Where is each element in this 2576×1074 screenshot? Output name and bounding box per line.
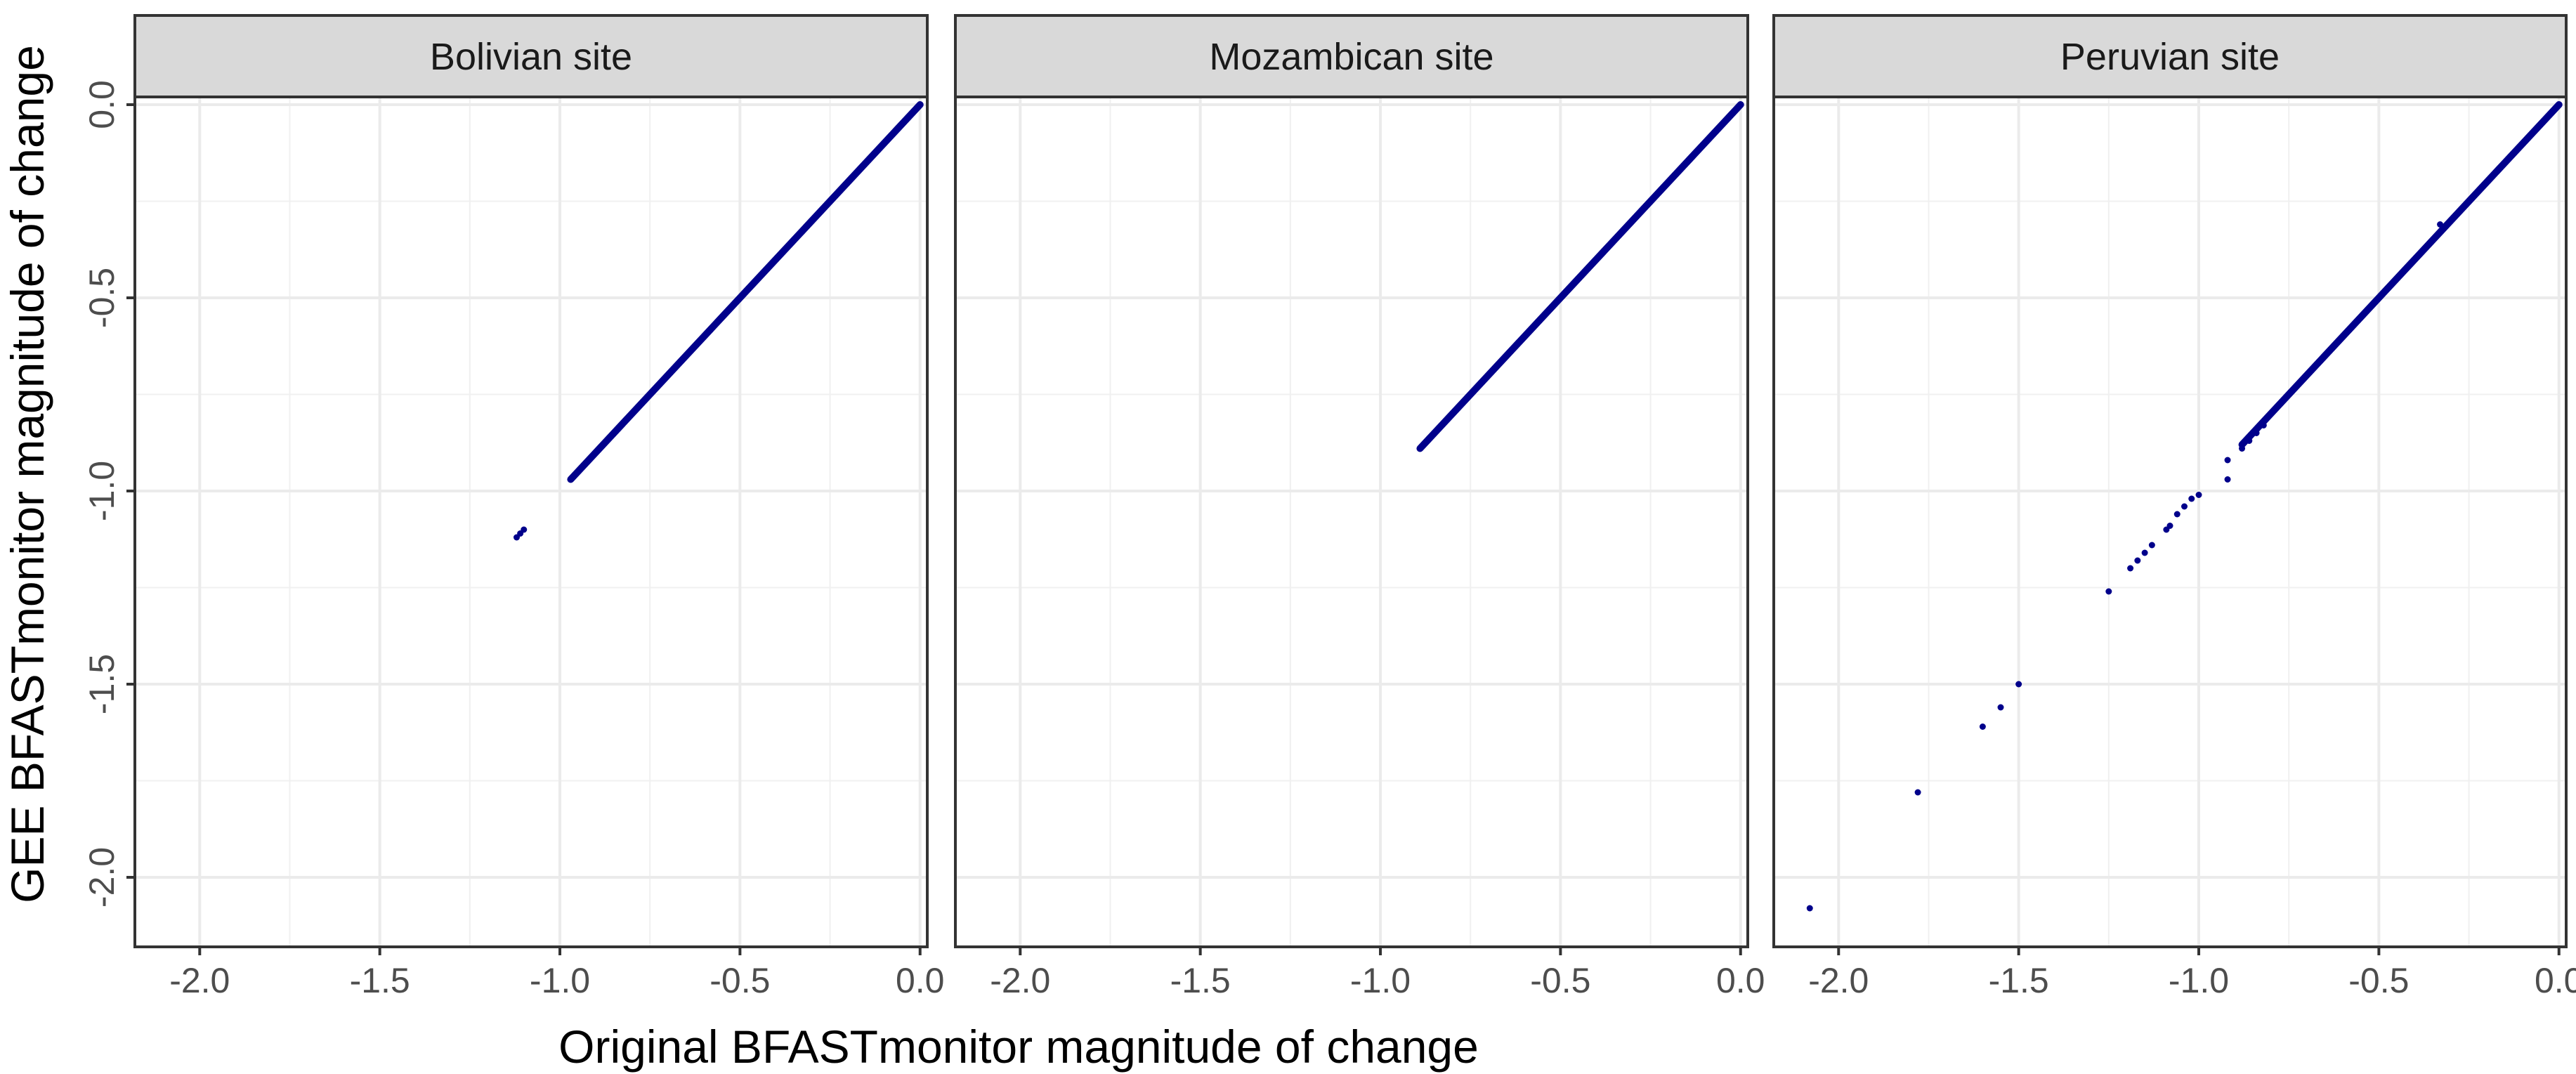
x-tick-label: -2.0 [169, 961, 230, 1000]
x-tick-label: 0.0 [1716, 961, 1765, 1000]
x-tick-label: -1.0 [530, 961, 590, 1000]
data-point [1449, 410, 1456, 417]
data-point [2246, 438, 2253, 444]
data-point [2393, 275, 2400, 282]
x-tick-label: -2.0 [1808, 961, 1869, 1000]
data-point [2105, 588, 2112, 595]
panel-1: Bolivian site -2.0 -1.5 -1.0 -0.5 0.0 -2.0 -1.5… [82, 14, 945, 1000]
x-tick-label: -2.0 [990, 961, 1050, 1000]
x-tick-label: -0.5 [1530, 961, 1590, 1000]
data-point [2268, 410, 2275, 417]
data-point [2253, 430, 2260, 436]
x-tick-label: -0.5 [710, 961, 770, 1000]
data-point [2015, 681, 2022, 688]
panel-2: Mozambican site -2.0 -1.5 -1.0 -0.5 0.0 [954, 14, 1765, 1000]
data-point [2181, 503, 2188, 510]
panel-strip [954, 14, 1749, 98]
data-point [2166, 523, 2173, 529]
dense-points-band [1416, 101, 1744, 452]
data-point [2134, 557, 2141, 564]
panel-strip [1772, 14, 2568, 98]
data-point [2239, 445, 2246, 452]
data-point [2260, 422, 2267, 428]
y-axis-title: GEE BFASTmonitor magnitude of change [1, 45, 53, 903]
x-tick-label: -0.5 [2348, 961, 2409, 1000]
data-point [1416, 445, 1423, 452]
panel-title: Mozambican site [1209, 36, 1493, 78]
data-point [2195, 492, 2202, 498]
data-point [1914, 789, 1921, 796]
y-tick-label: -1.0 [82, 461, 122, 521]
data-point [1431, 430, 1438, 436]
data-point [1979, 723, 1986, 730]
y-tick-label: -1.5 [82, 654, 122, 714]
y-tick-label: -2.0 [82, 847, 122, 908]
panel-title: Peruvian site [2060, 36, 2280, 78]
panel-3: Peruvian site -2.0 -1.5 -1.0 -0.5 0.0 [1772, 14, 2576, 1000]
data-point [585, 457, 592, 464]
data-point [521, 526, 528, 533]
x-tick-label: 0.0 [2535, 961, 2576, 1000]
dense-points-band [2238, 101, 2563, 448]
panel-title: Bolivian site [430, 36, 632, 78]
x-tick-label: -1.5 [1170, 961, 1231, 1000]
data-point [2437, 221, 2444, 228]
data-point [1997, 704, 2004, 711]
data-point [2148, 542, 2155, 549]
data-point [2224, 476, 2231, 483]
x-tick-label: -1.0 [1350, 961, 1411, 1000]
dense-points-band [567, 101, 924, 483]
data-point [578, 464, 585, 471]
data-point [2173, 511, 2181, 518]
y-tick-label: -0.5 [82, 268, 122, 328]
data-point [2188, 495, 2195, 502]
x-axis-title: Original BFASTmonitor magnitude of chang… [558, 1021, 1479, 1073]
data-point [1806, 905, 1813, 912]
panel-strip [133, 14, 929, 98]
x-tick-label: -1.5 [350, 961, 410, 1000]
y-tick-label: 0.0 [82, 80, 122, 129]
data-point [2127, 565, 2134, 572]
panels-layer: Bolivian site -2.0 -1.5 -1.0 -0.5 0.0 -2.0 -1.5… [82, 14, 2576, 1000]
data-point [2141, 549, 2148, 556]
x-tick-label: 0.0 [896, 961, 945, 1000]
x-tick-label: -1.5 [1989, 961, 2049, 1000]
data-point [1424, 438, 1431, 444]
data-point [2224, 457, 2231, 464]
x-tick-label: -1.0 [2169, 961, 2229, 1000]
